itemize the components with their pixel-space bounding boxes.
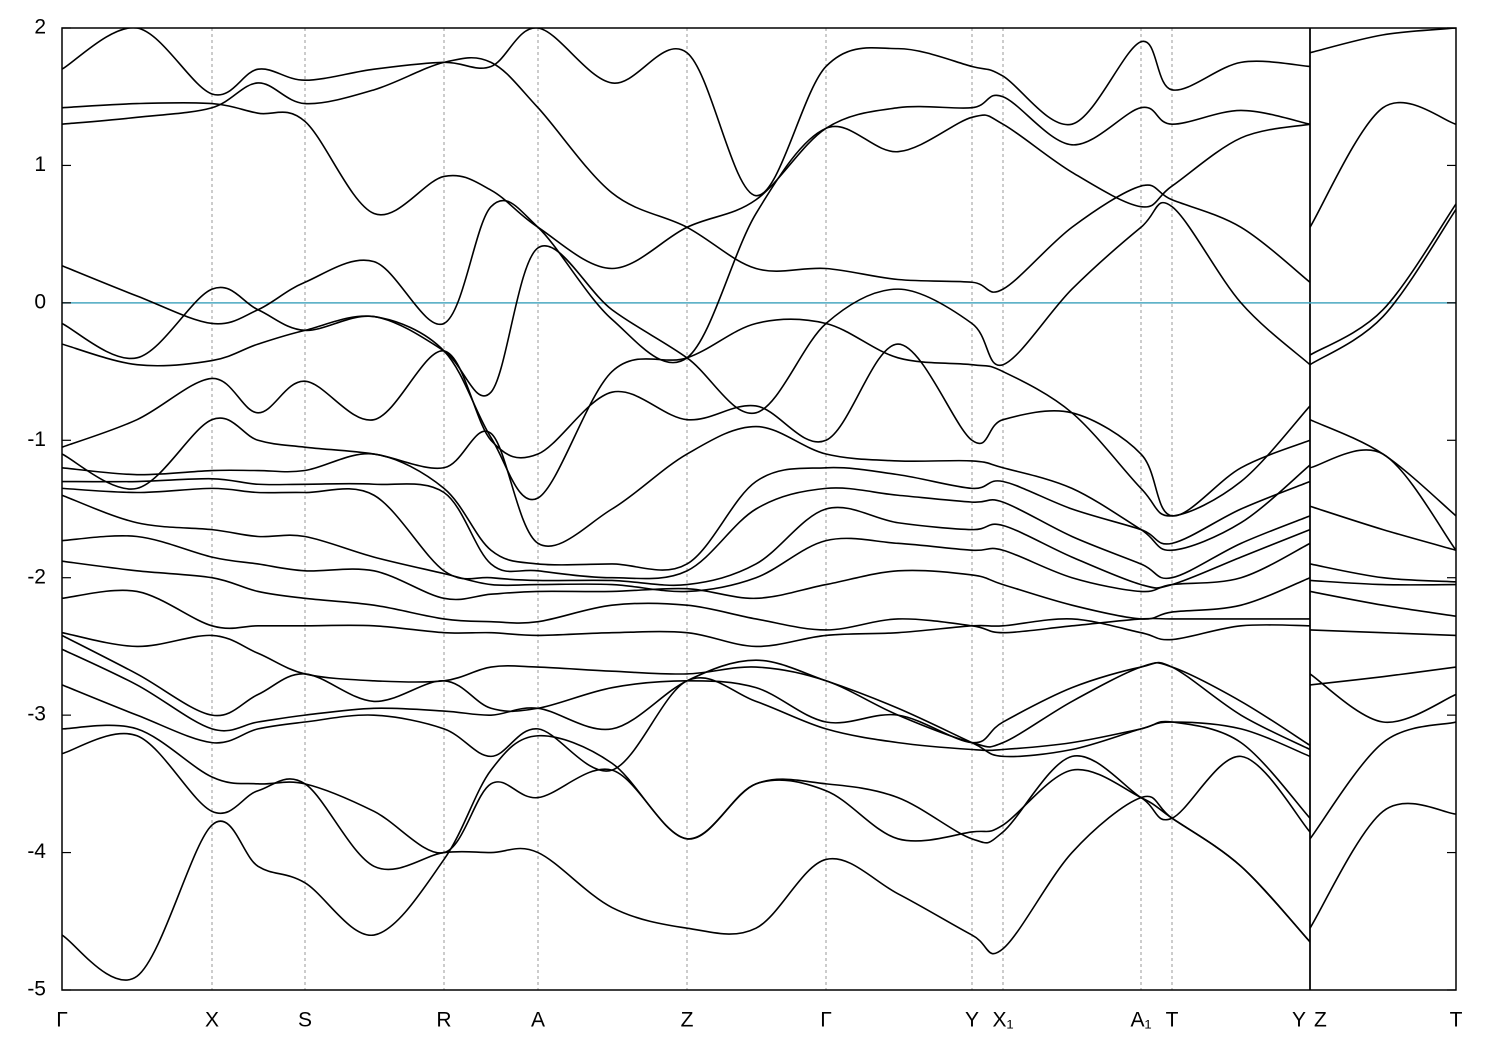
band-line xyxy=(62,315,1456,551)
y-tick-label: 0 xyxy=(34,290,46,313)
band-line xyxy=(62,477,1456,617)
x-tick-label: S xyxy=(298,1009,312,1032)
band-line xyxy=(62,487,1456,637)
band-line xyxy=(62,535,1456,686)
y-tick-label: 2 xyxy=(34,16,46,39)
x-tick-label: T xyxy=(1450,1009,1463,1032)
band-line xyxy=(62,631,1311,748)
band-line xyxy=(62,676,1311,819)
band-line xyxy=(62,343,1456,551)
band-line xyxy=(62,417,1456,583)
band-line xyxy=(62,28,1456,197)
bands xyxy=(62,28,1456,981)
x-tick-label: A₁ xyxy=(1130,1009,1151,1032)
y-tick-label: -3 xyxy=(27,703,46,726)
band-line xyxy=(62,114,1456,366)
x-tick-label: T xyxy=(1166,1009,1179,1032)
band-line xyxy=(62,494,1456,724)
x-tick-label: Z xyxy=(1314,1009,1327,1032)
plot-frame xyxy=(61,27,1457,991)
x-tick-label: Γ xyxy=(56,1009,68,1032)
x-tick-label: Y xyxy=(1292,1009,1306,1032)
band-line xyxy=(62,452,1456,586)
band-line xyxy=(62,648,1311,758)
band-line xyxy=(62,57,1456,356)
band-line xyxy=(62,724,1311,854)
band-line xyxy=(62,732,1311,955)
x-tick-label: Z xyxy=(681,1009,694,1032)
band-line xyxy=(62,94,1456,270)
y-tick-label: -4 xyxy=(27,840,46,863)
x-tick-label: Γ xyxy=(820,1009,832,1032)
band-line xyxy=(62,734,1311,981)
x-tick-label: X xyxy=(205,1009,219,1032)
y-tick-label: -1 xyxy=(27,428,46,451)
labels: 210-1-2-3-4-5Γ X S R A Z Γ Y X₁ A₁ T Y Z T xyxy=(27,16,1462,1032)
x-tick-label: Y xyxy=(965,1009,979,1032)
band-line xyxy=(62,589,1456,929)
band-line xyxy=(62,560,1456,840)
y-tick-label: -2 xyxy=(27,565,46,588)
x-tick-label: R xyxy=(436,1009,451,1032)
x-tick-label: A xyxy=(531,1009,545,1032)
y-tick-label: -5 xyxy=(27,978,46,1001)
grid xyxy=(62,28,1456,990)
y-tick-label: 1 xyxy=(34,153,46,176)
x-tick-label: X₁ xyxy=(992,1009,1013,1032)
band-line xyxy=(62,201,1456,517)
